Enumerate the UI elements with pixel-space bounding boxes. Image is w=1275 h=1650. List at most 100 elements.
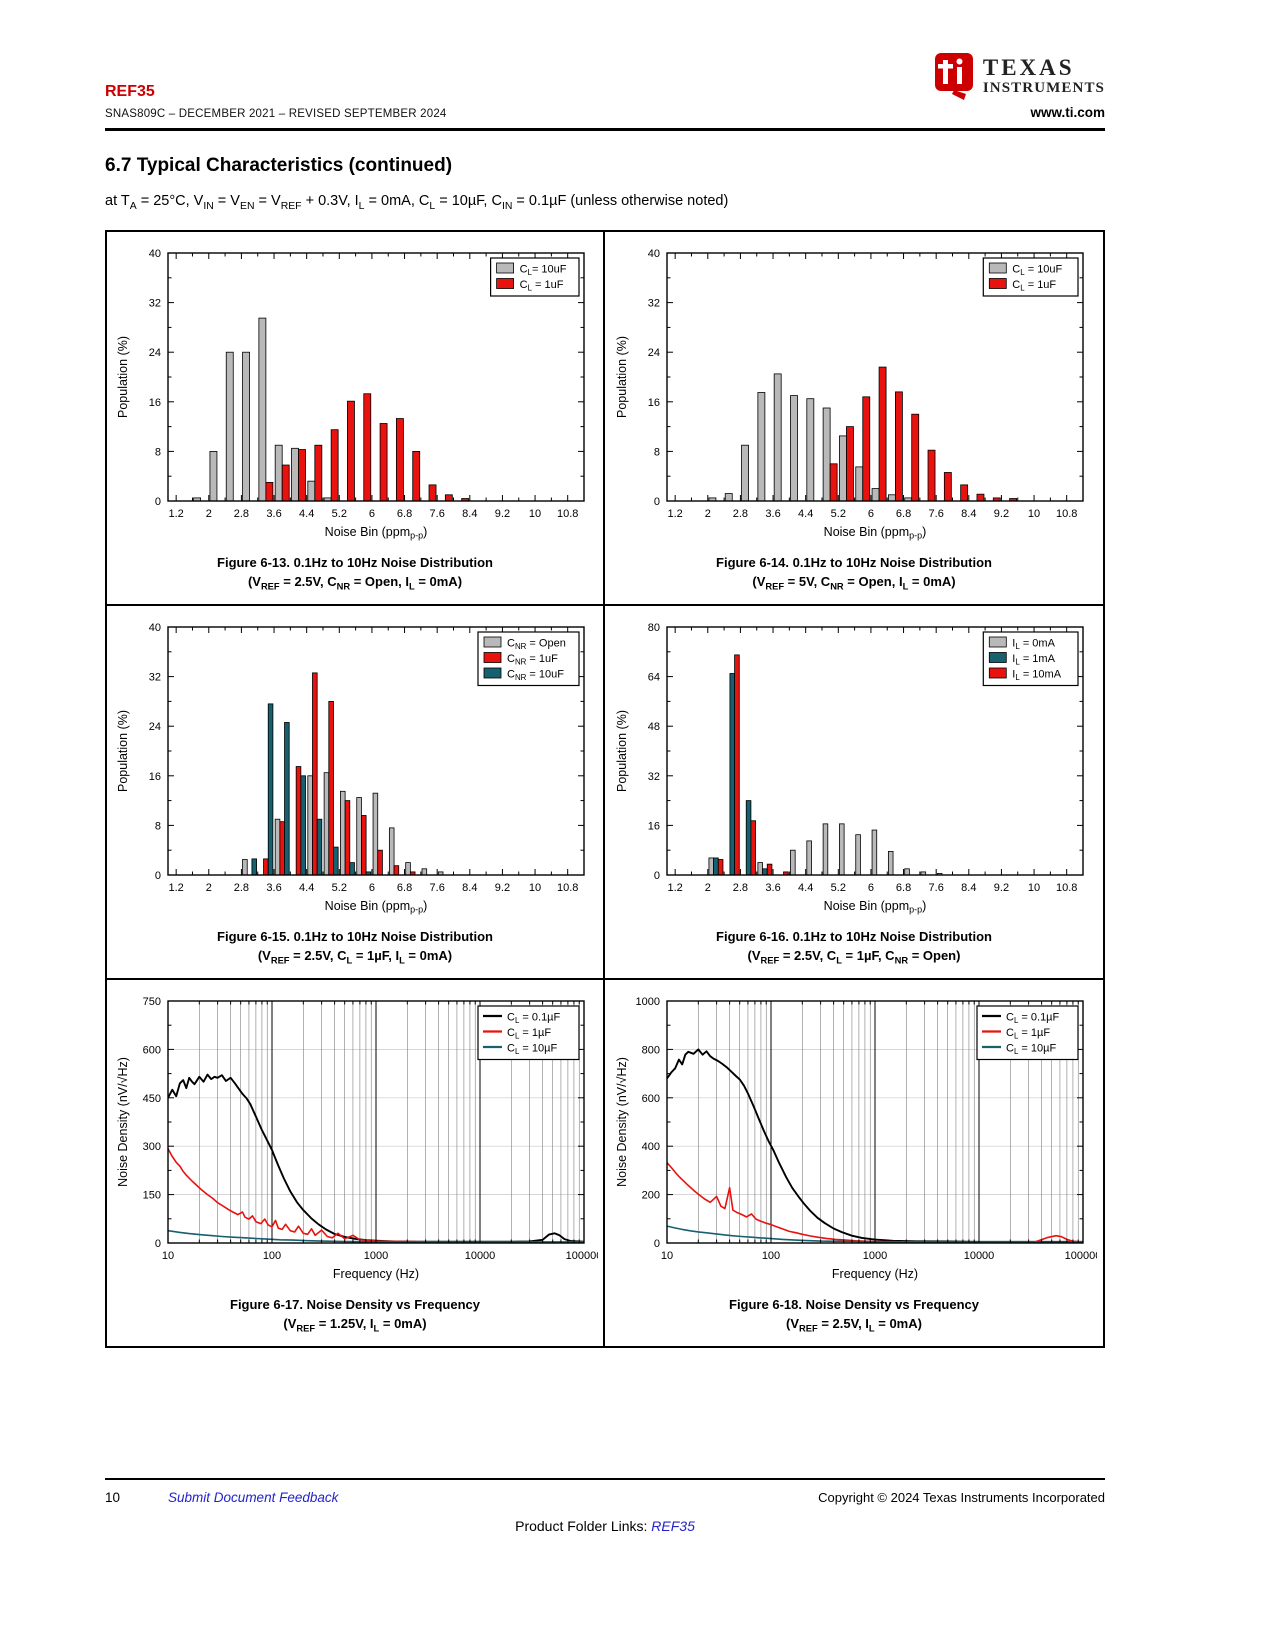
figure-caption-conditions: (VREF = 2.5V, CL = 1µF, IL = 0mA)	[257, 947, 453, 966]
svg-text:IL = 10mA: IL = 10mA	[1012, 668, 1061, 682]
svg-text:8.4: 8.4	[462, 882, 477, 894]
figure-caption-conditions: (VREF = 5V, CNR = Open, IL = 0mA)	[752, 573, 956, 592]
svg-text:10.8: 10.8	[557, 882, 578, 894]
header-left: REF35 SNAS809C – DECEMBER 2021 – REVISED…	[105, 83, 447, 122]
ti-website-link[interactable]: www.ti.com	[1030, 105, 1105, 120]
svg-text:CL = 10uF: CL = 10uF	[1012, 263, 1062, 277]
svg-text:CL = 10µF: CL = 10µF	[507, 1042, 557, 1056]
svg-text:48: 48	[648, 721, 660, 733]
svg-text:8: 8	[155, 446, 161, 458]
svg-text:10.8: 10.8	[1056, 508, 1077, 520]
svg-text:10: 10	[162, 1250, 174, 1262]
svg-text:Population (%): Population (%)	[116, 336, 130, 418]
svg-text:9.2: 9.2	[994, 508, 1009, 520]
svg-text:1.2: 1.2	[169, 882, 184, 894]
svg-text:CL = 1uF: CL = 1uF	[520, 279, 564, 293]
svg-text:CL= 10uF: CL= 10uF	[520, 263, 567, 277]
svg-text:0: 0	[654, 870, 660, 882]
header-divider	[105, 128, 1105, 131]
svg-text:CL = 10µF: CL = 10µF	[1006, 1042, 1056, 1056]
svg-text:Noise Density (nV/√Hz): Noise Density (nV/√Hz)	[615, 1057, 629, 1187]
svg-text:1000: 1000	[364, 1250, 388, 1262]
svg-text:40: 40	[149, 622, 161, 634]
part-number-link[interactable]: REF35	[105, 83, 155, 100]
ti-logo-bug-icon	[934, 53, 973, 100]
svg-text:7.6: 7.6	[430, 882, 445, 894]
svg-text:200: 200	[642, 1189, 660, 1201]
figure-caption-title: Figure 6-15. 0.1Hz to 10Hz Noise Distrib…	[217, 928, 493, 944]
svg-text:Noise Bin (ppmp-p): Noise Bin (ppmp-p)	[325, 899, 428, 915]
svg-text:1.2: 1.2	[668, 882, 683, 894]
svg-text:4.4: 4.4	[299, 882, 314, 894]
svg-text:32: 32	[149, 671, 161, 683]
svg-text:32: 32	[149, 297, 161, 309]
figure-caption-title: Figure 6-14. 0.1Hz to 10Hz Noise Distrib…	[716, 554, 992, 570]
svg-text:Noise Bin (ppmp-p): Noise Bin (ppmp-p)	[824, 899, 927, 915]
svg-text:2: 2	[206, 882, 212, 894]
svg-text:CNR = Open: CNR = Open	[507, 637, 566, 651]
svg-text:9.2: 9.2	[994, 882, 1009, 894]
header-right: TEXAS INSTRUMENTS www.ti.com	[933, 52, 1105, 122]
svg-text:Population (%): Population (%)	[615, 710, 629, 792]
figure-caption-conditions: (VREF = 2.5V, CL = 1µF, CNR = Open)	[747, 947, 961, 966]
svg-text:Frequency (Hz): Frequency (Hz)	[832, 1267, 918, 1281]
svg-text:600: 600	[642, 1093, 660, 1105]
svg-text:8.4: 8.4	[961, 882, 976, 894]
svg-text:10: 10	[529, 508, 541, 520]
svg-text:6: 6	[369, 508, 375, 520]
footer-divider	[105, 1478, 1105, 1480]
product-folder-link[interactable]: REF35	[651, 1517, 695, 1534]
figure-caption-title: Figure 6-13. 0.1Hz to 10Hz Noise Distrib…	[217, 554, 493, 570]
svg-text:10.8: 10.8	[557, 508, 578, 520]
svg-text:2: 2	[705, 882, 711, 894]
figure-6-16-caption: Figure 6-16. 0.1Hz to 10Hz Noise Distrib…	[716, 928, 992, 968]
svg-text:5.2: 5.2	[831, 508, 846, 520]
ti-logo: TEXAS INSTRUMENTS	[933, 52, 1105, 100]
svg-text:3.6: 3.6	[266, 508, 281, 520]
svg-text:16: 16	[648, 397, 660, 409]
svg-text:5.2: 5.2	[831, 882, 846, 894]
svg-text:Noise Bin (ppmp-p): Noise Bin (ppmp-p)	[824, 525, 927, 541]
svg-text:150: 150	[143, 1189, 161, 1201]
figure-caption-conditions: (VREF = 1.25V, IL = 0mA)	[283, 1315, 427, 1334]
svg-text:3.6: 3.6	[765, 508, 780, 520]
svg-text:1000: 1000	[636, 996, 660, 1008]
svg-text:0: 0	[155, 870, 161, 882]
svg-text:750: 750	[143, 996, 161, 1008]
svg-text:40: 40	[149, 248, 161, 260]
svg-text:4.4: 4.4	[299, 508, 314, 520]
figure-6-13-caption: Figure 6-13. 0.1Hz to 10Hz Noise Distrib…	[217, 554, 493, 594]
svg-text:CL = 1uF: CL = 1uF	[1012, 279, 1056, 293]
svg-text:6.8: 6.8	[896, 882, 911, 894]
svg-text:2.8: 2.8	[733, 882, 748, 894]
svg-text:400: 400	[642, 1141, 660, 1153]
svg-text:2.8: 2.8	[234, 882, 249, 894]
figure-caption-title: Figure 6-17. Noise Density vs Frequency	[230, 1296, 480, 1312]
svg-text:IL = 0mA: IL = 0mA	[1012, 637, 1055, 651]
figure-6-16-panel: 1.2 2 2.8 3.6 4.4 5.2 6 6.8 7.6 8.4 9.2 10 10.8 0 16 32…	[605, 606, 1103, 980]
svg-text:6.8: 6.8	[397, 882, 412, 894]
svg-text:9.2: 9.2	[495, 882, 510, 894]
copyright-text: Copyright © 2024 Texas Instruments Incor…	[818, 1489, 1105, 1505]
svg-text:Noise Density (nV/√Hz): Noise Density (nV/√Hz)	[116, 1057, 130, 1187]
product-folder-label: Product Folder Links:	[515, 1517, 648, 1534]
svg-text:1.2: 1.2	[668, 508, 683, 520]
svg-text:5.2: 5.2	[332, 882, 347, 894]
figure-6-14-chart: 1.2 2 2.8 3.6 4.4 5.2 6 6.8 7.6 8.4 9.2 10 10.8 0 8 16 2…	[615, 248, 1084, 541]
svg-text:CNR = 10uF: CNR = 10uF	[507, 668, 564, 682]
figure-6-15-caption: Figure 6-15. 0.1Hz to 10Hz Noise Distrib…	[217, 928, 493, 968]
svg-text:16: 16	[648, 820, 660, 832]
svg-text:100: 100	[762, 1250, 780, 1262]
svg-text:800: 800	[642, 1044, 660, 1056]
submit-feedback-link[interactable]: Submit Document Feedback	[168, 1489, 339, 1505]
svg-text:5.2: 5.2	[332, 508, 347, 520]
svg-text:CL = 1µF: CL = 1µF	[1006, 1027, 1050, 1041]
page-content: REF35 SNAS809C – DECEMBER 2021 – REVISED…	[105, 52, 1105, 1348]
svg-text:24: 24	[149, 721, 161, 733]
svg-text:6.8: 6.8	[896, 508, 911, 520]
